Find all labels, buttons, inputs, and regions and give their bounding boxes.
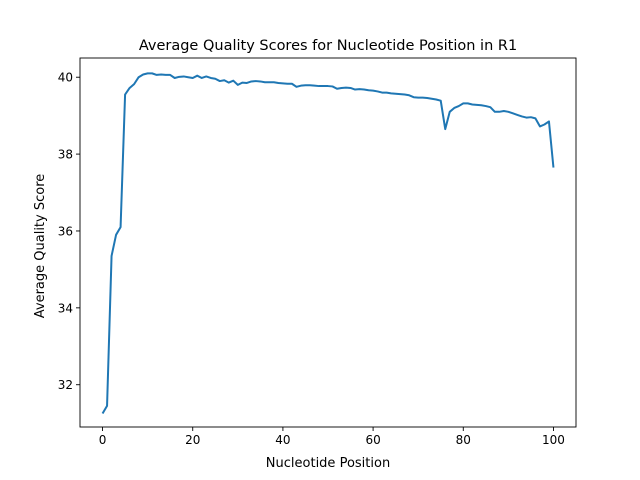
x-tick-label: 60 [365,433,380,447]
y-tick-label: 32 [58,378,73,392]
axes-frame [79,57,577,428]
y-axis-label: Average Quality Score [33,174,48,319]
x-tick-label: 100 [542,433,565,447]
y-tick-label: 34 [58,301,73,315]
x-tick-label: 40 [275,433,290,447]
x-tick-label: 80 [456,433,471,447]
plot-area [101,72,555,415]
x-tick-label: 20 [185,433,200,447]
y-tick-label: 40 [58,71,73,85]
y-tick-label: 38 [58,148,73,162]
y-tick-label: 36 [58,224,73,238]
x-tick-label: 0 [99,433,107,447]
x-axis-label: Nucleotide Position [266,456,390,471]
axis-ticks: 0 20 40 60 80 100 32 34 36 38 40 [58,71,565,447]
chart-title: Average Quality Scores for Nucleotide Po… [139,38,517,54]
